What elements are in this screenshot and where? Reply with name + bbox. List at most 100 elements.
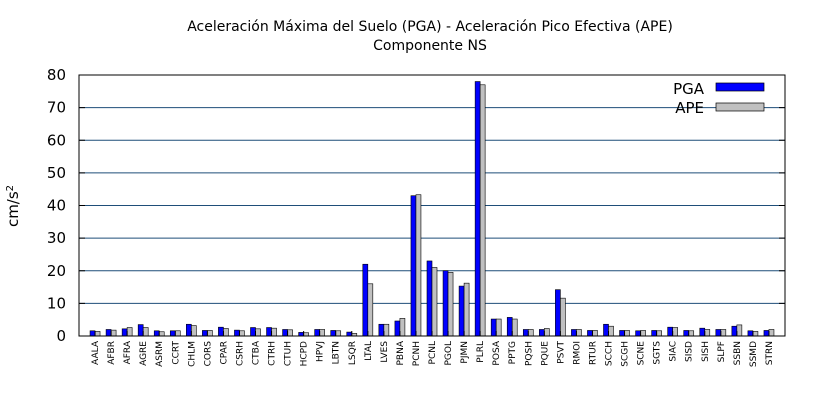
bar-ape-strn [768,329,775,337]
y-axis-ticks: 0 10 20 30 40 50 60 70 80 [47,66,785,345]
x-tick-label: POSA [492,340,502,365]
bar-ape-ctba [255,328,261,337]
x-tick-label: SGTS [653,341,663,365]
bar-pga-plrl [474,81,481,337]
bar-pga-chlm [186,323,192,337]
x-tick-label: PQUE [540,341,550,366]
bar-ape-scne [640,330,646,337]
bar-pga-lves [378,323,385,337]
bar-pga-ssmd [747,330,754,337]
bar-pga-afra [121,328,128,337]
bar-pga-pque [539,329,545,337]
bar-ape-rmoi [576,329,582,337]
bar-pga-pptg [506,317,513,337]
x-tick-label: AALA [91,340,101,365]
bar-pga-rmoi [571,329,577,337]
bar-pga-ltal [362,263,369,337]
y-tick-label: 50 [47,164,66,182]
bar-pga-sgts [651,330,657,337]
bar-pga-pcnh [410,195,417,337]
x-tick-label: RMOI [572,341,582,365]
bar-pga-hcpd [298,332,304,337]
bar-pga-pbna [394,320,401,337]
bar-ape-pque [544,328,550,337]
bar-ape-cors [207,330,213,337]
bar-ape-siac [672,327,678,337]
x-tick-label: HCPD [300,341,310,366]
x-tick-label: PQSH [524,341,534,366]
bar-pga-ctuh [282,329,288,337]
bar-pga-csrh [234,329,240,337]
bar-ape-lves [383,323,390,337]
grid-lines [79,107,785,304]
x-tick-label: LSQR [348,341,358,365]
x-tick-label: CTRH [268,341,278,366]
bar-pga-strn [763,330,770,337]
bar-ape-plrl [479,84,486,337]
bar-ape-chlm [191,325,197,337]
bar-ape-slpf [720,329,727,337]
y-tick-label: 0 [56,327,66,345]
bar-ape-ccrt [174,330,181,337]
x-tick-label: SCNE [637,341,647,366]
y-tick-label: 80 [47,66,66,84]
x-tick-label: SLPF [717,341,727,362]
bar-pga-pcnl [426,260,433,337]
bar-pga-ccrt [169,330,176,337]
legend-swatch-pga [715,82,765,92]
bar-ape-psvt [560,297,566,337]
bar-ape-scch [608,325,614,337]
x-tick-label: ASRM [155,341,165,367]
y-tick-label: 70 [47,99,66,117]
bar-pga-cors [202,330,208,337]
bar-pga-siac [667,326,673,337]
x-tick-label: CPAR [219,341,229,365]
x-tick-label: CCRT [171,341,181,365]
bar-ape-afra [126,327,133,337]
bar-ape-pqsh [527,329,534,337]
x-tick-label: PPTG [508,341,518,364]
bar-pga-agre [137,324,144,337]
x-tick-label: SSBN [733,341,743,365]
bar-ape-sisd [688,330,695,337]
bar-pga-asrm [153,330,160,337]
bar-ape-hpvj [319,329,325,337]
x-tick-label: AGRE [139,341,149,366]
bar-pga-psvt [555,289,561,337]
chart-title: Aceleración Máxima del Suelo (PGA) - Ace… [187,19,673,35]
bar-ape-asrm [158,331,165,337]
bar-pga-ssbn [731,325,738,337]
x-tick-label: AFBR [107,341,117,365]
bar-pga-slpf [715,329,722,337]
bar-ape-pbna [399,318,406,337]
bar-ape-ctuh [287,329,293,337]
bar-ape-sgts [656,330,662,337]
y-tick-label: 10 [47,294,66,312]
y-tick-label: 20 [47,262,66,280]
bar-pga-posa [490,318,497,337]
x-tick-label: PCNL [428,341,438,364]
bar-ape-ltal [367,283,374,337]
x-tick-label: CTUH [284,341,294,366]
bar-ape-pgol [447,272,454,337]
x-tick-label: LBTN [332,341,342,364]
y-tick-label: 30 [47,229,66,247]
bar-pga-pjmn [458,285,465,337]
bar-ape-posa [495,318,502,337]
bar-ape-afbr [110,329,117,337]
y-tick-label: 60 [47,131,66,149]
bar-pga-lsqr [346,331,353,337]
bar-pga-lbtn [330,330,337,337]
x-tick-label: CSRH [235,341,245,366]
bar-pga-pqsh [522,329,529,337]
x-tick-label: CORS [203,341,213,367]
bar-pga-ctrh [266,327,272,337]
x-tick-label: PBNA [396,340,406,365]
bar-pga-sish [699,327,706,337]
bar-pga-afbr [105,329,112,337]
x-tick-label: CTBA [252,340,262,365]
legend-label-ape: APE [675,99,704,117]
bar-pga-aala [89,330,96,337]
